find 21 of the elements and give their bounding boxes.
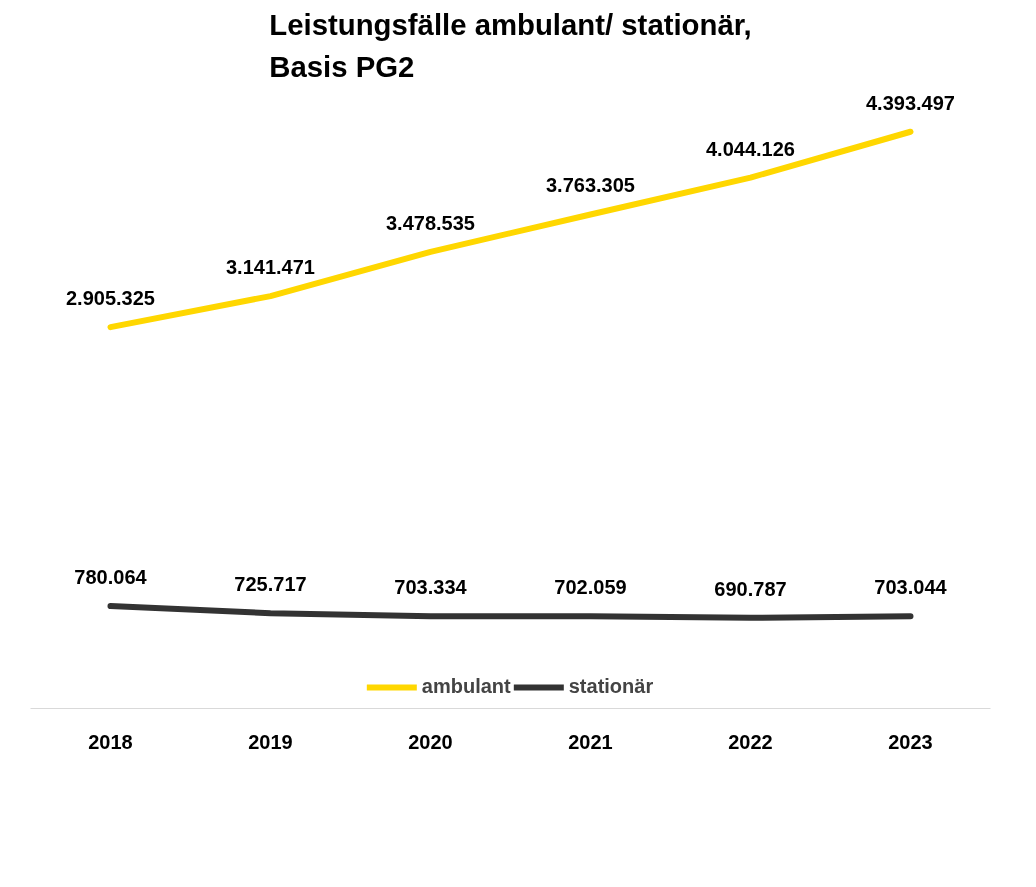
data-label: 4.044.126: [706, 137, 795, 160]
data-label: 702.059: [554, 576, 627, 599]
data-label: 3.763.305: [546, 174, 635, 197]
data-label: 2.905.325: [66, 287, 155, 310]
x-tick-label: 2020: [408, 730, 453, 753]
data-label: 780.064: [74, 566, 148, 589]
data-label: 725.717: [234, 573, 307, 596]
chart-title: Leistungsfälle ambulant/ stationär, Basis PG2: [269, 7, 752, 84]
legend-label: stationär: [568, 675, 654, 698]
x-tick-label: 2019: [248, 730, 293, 753]
data-label: 4.393.497: [866, 91, 955, 114]
x-tick-label: 2018: [88, 730, 133, 753]
x-tick-label: 2023: [888, 730, 933, 753]
x-tick-label: 2022: [728, 730, 773, 753]
data-label: 703.044: [874, 576, 948, 599]
data-label: 3.141.471: [226, 256, 315, 279]
data-label: 690.787: [714, 577, 787, 600]
data-label: 3.478.535: [386, 211, 475, 234]
x-tick-label: 2021: [568, 730, 613, 753]
data-label: 703.334: [394, 576, 468, 599]
legend-label: ambulant: [421, 675, 511, 698]
